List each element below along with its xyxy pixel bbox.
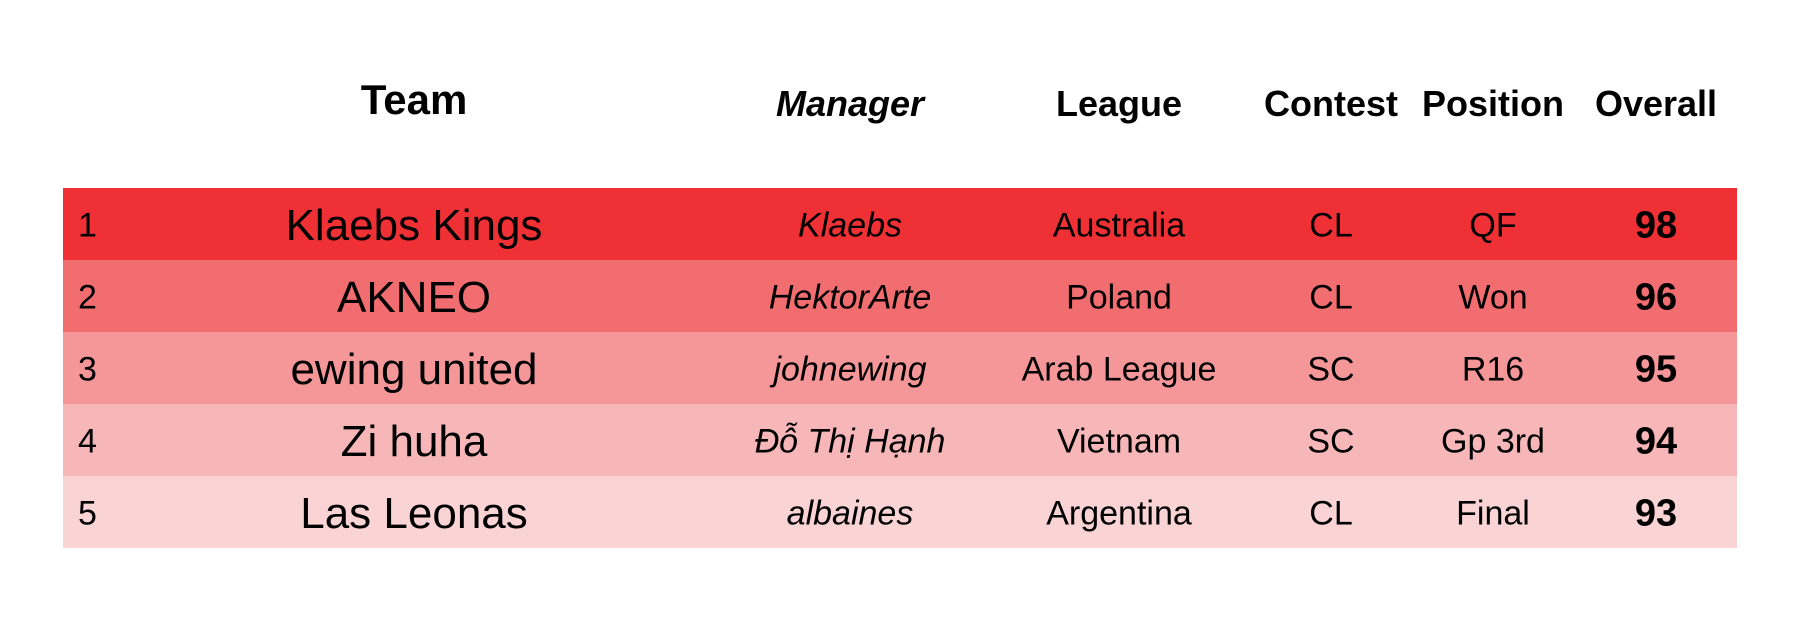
column-header: Position bbox=[1422, 83, 1564, 124]
manager: johnewing bbox=[773, 350, 927, 389]
position: Won bbox=[1458, 278, 1528, 317]
contest: CL bbox=[1309, 206, 1353, 245]
team-name: Klaebs Kings bbox=[285, 201, 543, 250]
contest: CL bbox=[1309, 494, 1353, 533]
table-row bbox=[63, 404, 1737, 476]
rank: 5 bbox=[78, 494, 97, 533]
manager: Đỗ Thị Hạnh bbox=[754, 422, 946, 461]
rank: 4 bbox=[78, 422, 97, 461]
column-header: League bbox=[1055, 83, 1183, 124]
team-name: ewing united bbox=[290, 345, 538, 394]
position: R16 bbox=[1461, 350, 1525, 389]
overall-rating: 98 bbox=[1634, 204, 1678, 247]
column-header: Overall bbox=[1594, 83, 1718, 124]
team-name: AKNEO bbox=[336, 273, 492, 322]
contest: CL bbox=[1309, 278, 1353, 317]
league: Argentina bbox=[1046, 494, 1192, 533]
overall-rating: 96 bbox=[1634, 276, 1678, 319]
manager: Klaebs bbox=[798, 206, 902, 245]
overall-rating: 94 bbox=[1634, 420, 1678, 463]
rank: 1 bbox=[78, 206, 97, 245]
league: Arab League bbox=[1021, 350, 1217, 389]
manager: HektorArte bbox=[768, 278, 932, 317]
rank: 2 bbox=[78, 278, 97, 317]
contest: SC bbox=[1307, 350, 1355, 389]
column-header: Manager bbox=[775, 83, 925, 124]
table-row bbox=[63, 476, 1737, 548]
team-name: Zi huha bbox=[340, 417, 488, 466]
rank: 3 bbox=[78, 350, 97, 389]
column-header: Team bbox=[360, 76, 468, 123]
table-row bbox=[63, 188, 1737, 260]
table-row bbox=[63, 260, 1737, 332]
team-name: Las Leonas bbox=[300, 489, 528, 538]
position: QF bbox=[1469, 206, 1517, 245]
league: Poland bbox=[1066, 278, 1172, 317]
league: Australia bbox=[1052, 206, 1186, 245]
column-header: Contest bbox=[1264, 83, 1398, 124]
position: Final bbox=[1456, 494, 1530, 533]
contest: SC bbox=[1307, 422, 1355, 461]
table-row bbox=[63, 332, 1737, 404]
manager: albaines bbox=[786, 494, 914, 533]
position: Gp 3rd bbox=[1441, 422, 1545, 461]
overall-rating: 93 bbox=[1634, 492, 1678, 535]
league: Vietnam bbox=[1056, 422, 1182, 461]
overall-rating: 95 bbox=[1634, 348, 1678, 391]
